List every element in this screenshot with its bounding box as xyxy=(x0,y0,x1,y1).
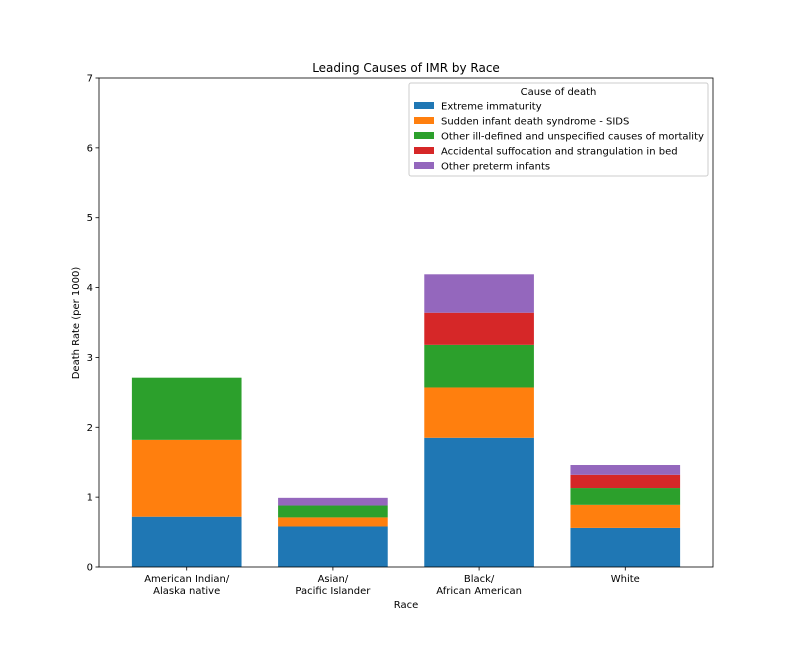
x-tick-label: American Indian/ xyxy=(144,574,230,585)
x-tick-label: African American xyxy=(436,586,522,597)
y-tick-label: 4 xyxy=(87,283,93,294)
bar-segment xyxy=(424,312,534,345)
y-tick-label: 2 xyxy=(87,423,93,434)
legend-swatch xyxy=(414,117,434,124)
legend-swatch xyxy=(414,162,434,169)
bar-segment xyxy=(424,437,534,567)
x-axis: American Indian/Alaska native Asian/Pacif… xyxy=(144,567,640,597)
bar-segment xyxy=(424,387,534,438)
bar-segment xyxy=(131,377,242,440)
legend-label: Other preterm infants xyxy=(441,162,550,173)
legend-swatch xyxy=(414,147,434,154)
x-tick-label: Alaska native xyxy=(153,586,220,597)
bar-segment xyxy=(424,274,534,313)
y-tick-label: 3 xyxy=(87,353,93,364)
legend-label: Other ill-defined and unspecified causes… xyxy=(441,132,704,143)
bar-segment xyxy=(131,516,242,567)
bar-segment xyxy=(278,517,388,527)
bar-segment xyxy=(570,504,681,528)
y-axis: 0 1 2 3 4 5 6 7 xyxy=(87,74,99,574)
bar-segment xyxy=(278,497,388,506)
bar-segment xyxy=(570,465,681,475)
x-tick-label: White xyxy=(611,574,640,585)
y-tick-label: 7 xyxy=(87,74,93,85)
plot-frame xyxy=(98,77,714,568)
legend: Cause of death Extreme immaturity Sudden i… xyxy=(408,82,709,177)
bars-layer xyxy=(131,274,681,567)
bar-segment xyxy=(424,344,534,388)
x-tick-label: Black/ xyxy=(464,574,495,585)
legend-label: Sudden infant death syndrome - SIDS xyxy=(441,117,629,128)
x-axis-label: Race xyxy=(394,600,419,611)
y-tick-label: 6 xyxy=(87,143,93,154)
bar-segment xyxy=(278,526,388,567)
bar-segment xyxy=(278,505,388,518)
legend-swatch xyxy=(414,102,434,109)
bar-segment xyxy=(131,439,242,517)
x-tick-label: Pacific Islander xyxy=(295,586,371,597)
legend-label: Accidental suffocation and strangulation… xyxy=(441,147,678,158)
bar-segment xyxy=(570,474,681,489)
bar-segment xyxy=(570,527,681,567)
legend-swatch xyxy=(414,132,434,139)
y-tick-label: 0 xyxy=(87,563,93,574)
y-tick-label: 5 xyxy=(87,213,93,224)
y-axis-label: Death Rate (per 1000) xyxy=(71,267,82,380)
bar-segment xyxy=(570,488,681,505)
legend-title: Cause of death xyxy=(521,87,597,98)
chart-title: Leading Causes of IMR by Race xyxy=(312,61,500,75)
legend-box xyxy=(408,82,709,177)
y-tick-label: 1 xyxy=(87,493,93,504)
legend-label: Extreme immaturity xyxy=(441,102,542,113)
x-tick-label: Asian/ xyxy=(318,574,349,585)
